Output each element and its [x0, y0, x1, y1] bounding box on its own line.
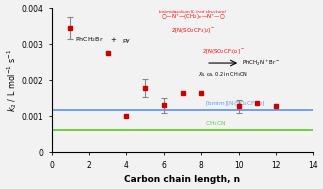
- Text: 2[N(SO$_2$CF$_3$)$_2$]$^-$: 2[N(SO$_2$CF$_3$)$_2$]$^-$: [202, 47, 245, 56]
- Text: CH$_3$CN: CH$_3$CN: [205, 119, 226, 128]
- Text: [bmim][N(SO$_2$CF$_3$)$_2$]: [bmim][N(SO$_2$CF$_3$)$_2$]: [205, 99, 266, 108]
- Text: py: py: [122, 38, 130, 43]
- Text: 2[N(SO$_2$CF$_3$)$_2$]$^-$: 2[N(SO$_2$CF$_3$)$_2$]$^-$: [171, 26, 215, 35]
- Text: bisimidazolium IL (red structure): bisimidazolium IL (red structure): [160, 10, 226, 14]
- X-axis label: Carbon chain length, n: Carbon chain length, n: [124, 175, 241, 184]
- Text: PhCH$_2$Br: PhCH$_2$Br: [75, 36, 104, 44]
- Text: $X_{IL}$ ca. 0.2 in CH$_3$CN: $X_{IL}$ ca. 0.2 in CH$_3$CN: [198, 70, 248, 79]
- Text: +: +: [110, 37, 116, 43]
- Text: ○—N⁺—(CH$_2$)$_n$—N⁺—○: ○—N⁺—(CH$_2$)$_n$—N⁺—○: [161, 11, 225, 21]
- Text: PhCH$_2$N$^+$Br$^-$: PhCH$_2$N$^+$Br$^-$: [242, 58, 280, 68]
- Y-axis label: $k_2$ / L mol$^{-1}$ s$^{-1}$: $k_2$ / L mol$^{-1}$ s$^{-1}$: [5, 49, 19, 112]
